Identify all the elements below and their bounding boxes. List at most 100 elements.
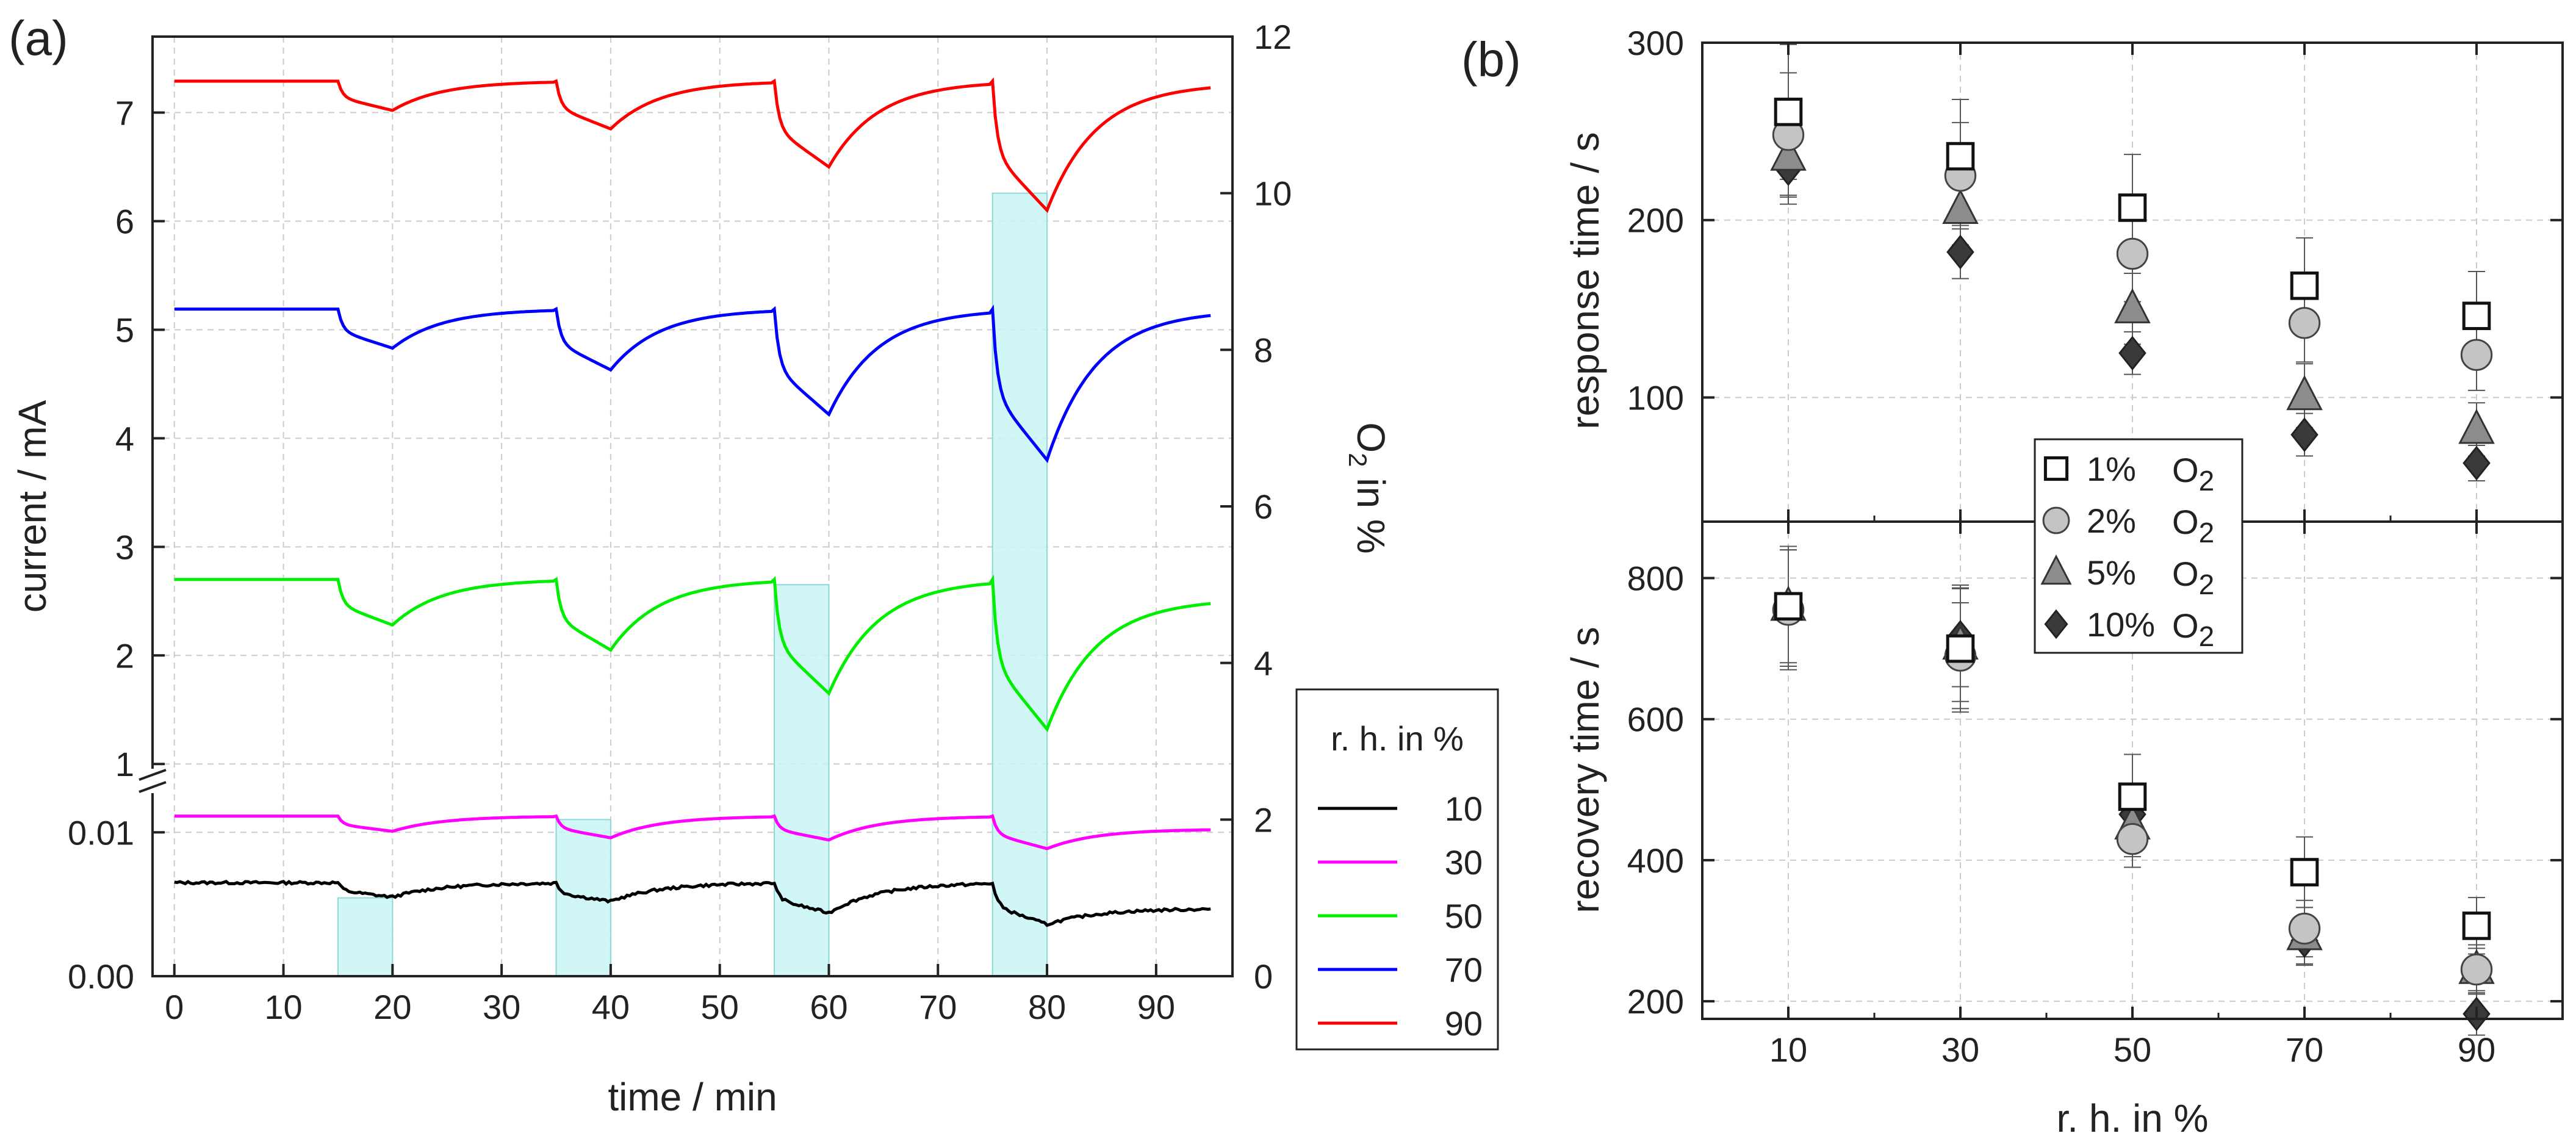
y2-tick-label: 4 — [1254, 644, 1273, 683]
y2-tick-label: 10 — [1254, 174, 1292, 213]
legend-label-percent: 10% — [2087, 605, 2155, 644]
point-triangle-response — [1942, 189, 1979, 225]
x-tick-label: 70 — [919, 988, 957, 1026]
y-tick-label-b: 100 — [1627, 378, 1684, 417]
legend-label-gas-sub: 2 — [2199, 465, 2215, 497]
point-open-square-recovery — [1946, 634, 1975, 663]
y-tick-label-b: 200 — [1627, 201, 1684, 240]
y2-tick-label: 8 — [1254, 331, 1273, 369]
point-circle-response — [2116, 237, 2149, 270]
x-tick-label: 0 — [165, 988, 184, 1026]
point-triangle-response — [1770, 135, 1807, 171]
point-open-square-response — [2290, 271, 2319, 300]
legend-label-percent: 5% — [2087, 553, 2136, 592]
point-circle-response — [2288, 307, 2321, 339]
panel-a-ticks: 0 10 20 30 40 50 60 70 80 9012345670.000.01024681… — [68, 18, 1292, 1026]
point-open-square-recovery — [2290, 858, 2319, 886]
point-open-square-recovery — [2462, 911, 2491, 940]
x-tick-label: 10 — [264, 988, 302, 1026]
x-tick-label: 60 — [810, 988, 847, 1026]
point-open-square-recovery — [1774, 592, 1803, 621]
rh-legend-entries: 10 30 50 70 90 — [1318, 789, 1483, 1043]
y-tick-label: 5 — [115, 311, 134, 349]
y-tick-label: 6 — [115, 203, 134, 241]
y-tick-label: 0.00 — [68, 957, 134, 996]
x-tick-label-b: 50 — [2114, 1030, 2151, 1069]
x-tick-label-b: 10 — [1769, 1030, 1807, 1069]
y-tick-label: 2 — [115, 636, 134, 675]
x-tick-label: 30 — [483, 988, 520, 1026]
legend-label-gas: O2 — [2172, 503, 2214, 548]
o2-pulse-bar — [991, 192, 1048, 977]
legend-label-gas-sub: 2 — [2199, 620, 2215, 652]
legend-label-rh-90: 90 — [1445, 1004, 1483, 1043]
y-tick-label-b: 300 — [1627, 24, 1684, 62]
y2-axis-title-a: O2 in % — [1344, 422, 1393, 553]
x-tick-label: 40 — [592, 988, 630, 1026]
y2-title-suffix: in % — [1349, 467, 1393, 553]
o2-legend-box — [2034, 438, 2243, 654]
point-triangle-response — [2286, 375, 2323, 411]
rh-legend: r. h. in % 10 30 50 70 90 — [1295, 688, 1499, 1051]
panel-a-frame — [151, 35, 1234, 977]
point-open-square-recovery — [2118, 782, 2147, 811]
x-tick-label: 50 — [701, 988, 739, 1026]
point-diamond-response — [2118, 336, 2146, 371]
panel-b: (b) 10 30 50 70 90 100 200 300 200 400 600 800 r. h… — [1461, 24, 2564, 1140]
trace-rh-30 — [174, 814, 1211, 850]
point-diamond-response — [1946, 234, 1974, 270]
y-tick-label: 4 — [115, 419, 134, 458]
panel-b-ticks: 10 30 50 70 90 100 200 300 200 400 600 800 — [1627, 24, 2563, 1069]
y2-tick-label: 6 — [1254, 487, 1273, 526]
legend-label-rh-30: 30 — [1445, 843, 1483, 882]
y-tick-label: 7 — [115, 94, 134, 132]
legend-marker-open-square — [2043, 456, 2069, 481]
trace-rh-50 — [174, 574, 1211, 733]
point-open-square-response — [2118, 193, 2147, 222]
y2-title-gas: O — [1349, 422, 1393, 453]
panel-b-label: (b) — [1461, 32, 1521, 87]
x-axis-title-a: time / min — [608, 1075, 777, 1119]
legend-marker-diamond — [2044, 609, 2068, 639]
trace-rh-90 — [174, 77, 1211, 214]
legend-marker-circle — [2042, 506, 2070, 534]
y-axis-title-recovery: recovery time / s — [1563, 627, 1607, 913]
x-axis-title-b: r. h. in % — [2057, 1096, 2209, 1140]
panel-a-label: (a) — [9, 11, 68, 65]
y-tick-label-b: 600 — [1627, 700, 1684, 739]
y2-tick-label: 0 — [1254, 957, 1273, 996]
legend-label-rh-10: 10 — [1445, 789, 1483, 828]
y2-title-subscript: 2 — [1344, 453, 1372, 467]
legend-label-percent: 1% — [2087, 450, 2136, 488]
point-open-square-response — [2462, 301, 2491, 331]
point-circle-response — [2460, 339, 2493, 371]
x-tick-label-b: 30 — [1941, 1030, 1979, 1069]
point-diamond-response — [2463, 445, 2491, 481]
point-circle-recovery — [2460, 953, 2493, 986]
panel-a: (a) 0 10 20 30 40 50 60 70 80 9012345670.000.0102… — [9, 11, 1499, 1119]
y2-tick-label: 12 — [1254, 18, 1292, 56]
trace-rh-10 — [174, 879, 1211, 927]
y-tick-label-b: 800 — [1627, 559, 1684, 597]
point-circle-recovery — [2116, 823, 2149, 855]
y2-tick-label: 2 — [1254, 800, 1273, 839]
legend-label-rh-70: 70 — [1445, 951, 1483, 989]
legend-label-gas: O2 — [2172, 606, 2214, 652]
point-open-square-response — [1946, 142, 1975, 171]
y-tick-label: 1 — [115, 745, 134, 783]
current-traces — [174, 77, 1211, 927]
x-tick-label: 80 — [1028, 988, 1066, 1026]
legend-label-gas-sub: 2 — [2199, 517, 2215, 548]
point-open-square-response — [1774, 98, 1803, 126]
y-axis-title-response: response time / s — [1563, 132, 1607, 429]
y-tick-label: 3 — [115, 528, 134, 566]
panel-a-grid — [153, 37, 1232, 977]
o2-pulse-bar — [337, 897, 394, 977]
x-tick-label: 90 — [1137, 988, 1175, 1026]
y-axis-title-a: current / mA — [10, 400, 54, 613]
panel-b-points — [1770, 43, 2495, 1036]
point-triangle-response — [2114, 288, 2151, 323]
